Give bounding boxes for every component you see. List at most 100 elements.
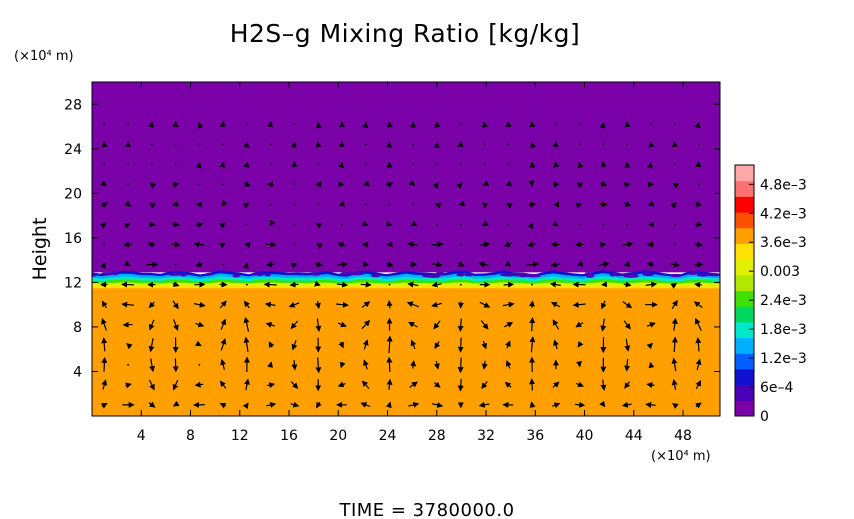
- velocity-vector: [173, 319, 179, 331]
- velocity-vector: [671, 379, 678, 390]
- velocity-vector: [505, 121, 512, 128]
- velocity-vector: [527, 222, 534, 230]
- velocity-vector: [172, 358, 179, 373]
- velocity-vector: [242, 202, 250, 209]
- velocity-vector: [263, 281, 277, 288]
- interface-fleck: [92, 273, 96, 277]
- x-tick-label: 44: [625, 428, 643, 444]
- x-tick-label: 40: [576, 428, 594, 444]
- velocity-vector: [599, 122, 606, 129]
- velocity-vector: [408, 179, 416, 187]
- vector-dot: [269, 163, 272, 166]
- velocity-vector: [193, 241, 205, 248]
- vector-dot: [341, 223, 343, 226]
- velocity-vector: [148, 401, 156, 408]
- velocity-vector: [195, 162, 202, 169]
- vector-dot: [436, 223, 438, 226]
- interface-fleck: [428, 274, 441, 278]
- colorbar-segment: [735, 321, 754, 339]
- velocity-vector: [576, 360, 582, 368]
- velocity-vector: [572, 301, 586, 308]
- vector-dot: [459, 243, 462, 246]
- velocity-vector: [387, 121, 393, 128]
- velocity-vector: [288, 301, 300, 308]
- velocity-vector: [148, 221, 156, 228]
- vector-dot: [198, 183, 201, 186]
- interface-fleck: [613, 273, 624, 277]
- velocity-vector: [101, 318, 107, 331]
- velocity-vector: [600, 379, 607, 391]
- velocity-vector: [265, 401, 277, 408]
- velocity-vector: [577, 341, 584, 348]
- velocity-vector: [171, 200, 179, 207]
- y-tick-label: 8: [73, 320, 82, 336]
- velocity-vector: [671, 141, 678, 148]
- velocity-vector: [101, 337, 108, 352]
- velocity-vector: [363, 359, 369, 370]
- velocity-vector: [407, 281, 419, 288]
- velocity-vector: [648, 361, 655, 369]
- vector-dot: [697, 183, 700, 186]
- velocity-vector: [264, 301, 276, 308]
- colorbar-segment: [735, 259, 754, 276]
- velocity-vector: [219, 300, 227, 309]
- velocity-vector: [406, 301, 420, 308]
- velocity-vector: [600, 318, 607, 332]
- velocity-vector: [456, 182, 463, 190]
- velocity-vector: [148, 319, 155, 331]
- velocity-vector: [314, 280, 321, 287]
- velocity-vector: [695, 358, 702, 371]
- vector-dot: [673, 163, 676, 166]
- vector-dot: [507, 163, 510, 166]
- interface-fleck: [464, 273, 474, 277]
- colorbar-segment: [735, 196, 754, 213]
- velocity-vector: [269, 219, 276, 227]
- interface-fleck: [310, 272, 320, 276]
- vector-dot: [222, 263, 225, 266]
- velocity-vector: [101, 300, 108, 309]
- vector-dot: [127, 183, 129, 186]
- velocity-vector: [552, 220, 559, 227]
- velocity-vector: [504, 260, 512, 267]
- colorbar-segment: [735, 180, 754, 197]
- velocity-vector: [360, 402, 371, 408]
- velocity-vector: [315, 357, 322, 374]
- time-label: TIME = 3780000.0: [338, 500, 514, 519]
- velocity-vector: [195, 340, 202, 347]
- interface-fleck: [670, 273, 683, 278]
- velocity-vector: [670, 283, 678, 289]
- velocity-vector: [126, 343, 133, 350]
- velocity-vector: [172, 300, 179, 310]
- velocity-vector: [335, 301, 349, 308]
- colorbar-tick-label: 2.4e–3: [760, 293, 807, 309]
- colorbar-segment: [735, 165, 754, 182]
- velocity-vector: [101, 379, 108, 390]
- velocity-vector: [457, 318, 464, 332]
- vector-dot: [127, 363, 129, 366]
- interface-fleck: [205, 272, 213, 276]
- velocity-vector: [576, 260, 584, 267]
- velocity-vector: [386, 182, 394, 188]
- velocity-vector: [338, 341, 344, 349]
- velocity-vector: [695, 402, 702, 409]
- x-tick-label: 24: [379, 428, 397, 444]
- x-tick-label: 4: [137, 428, 146, 444]
- vector-dot: [317, 163, 320, 166]
- vector-dot: [388, 203, 391, 206]
- velocity-vector: [408, 401, 420, 408]
- velocity-vector: [672, 183, 680, 189]
- velocity-vector: [410, 360, 417, 369]
- velocity-vector: [338, 141, 345, 148]
- velocity-vector: [623, 201, 632, 207]
- velocity-vector: [219, 403, 227, 409]
- x-tick-label: 48: [674, 428, 692, 444]
- colorbar-segment: [735, 243, 754, 260]
- velocity-vector: [505, 180, 512, 187]
- vector-dot: [459, 223, 462, 226]
- colorbar-segment: [735, 384, 754, 401]
- velocity-vector: [478, 401, 490, 408]
- velocity-vector: [433, 320, 441, 330]
- vector-dot: [222, 143, 225, 146]
- x-tick-label: 36: [526, 428, 544, 444]
- interface-fleck: [696, 273, 710, 277]
